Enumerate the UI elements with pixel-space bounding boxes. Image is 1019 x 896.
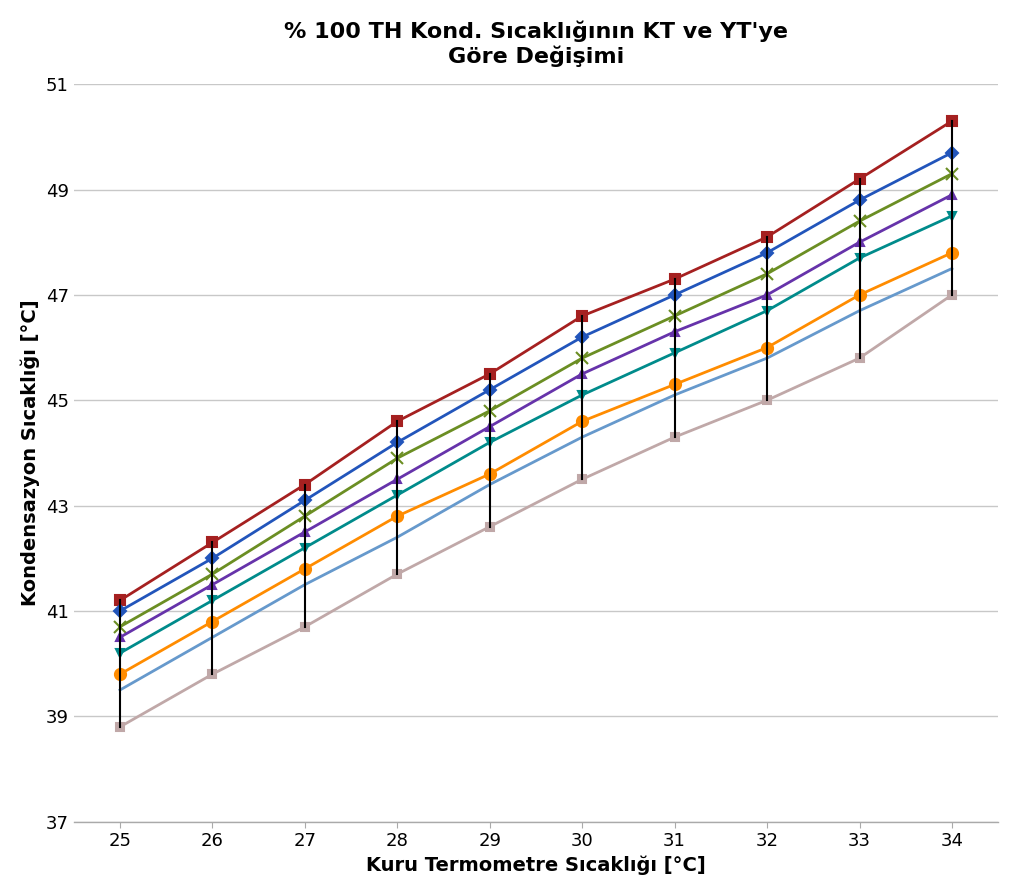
Title: % 100 TH Kond. Sıcaklığının KT ve YT'ye
Göre Değişimi: % 100 TH Kond. Sıcaklığının KT ve YT'ye … [284,21,788,67]
X-axis label: Kuru Termometre Sıcaklığı [°C]: Kuru Termometre Sıcaklığı [°C] [366,856,706,875]
Y-axis label: Kondensazyon Sıcaklığı [°C]: Kondensazyon Sıcaklığı [°C] [20,299,41,607]
